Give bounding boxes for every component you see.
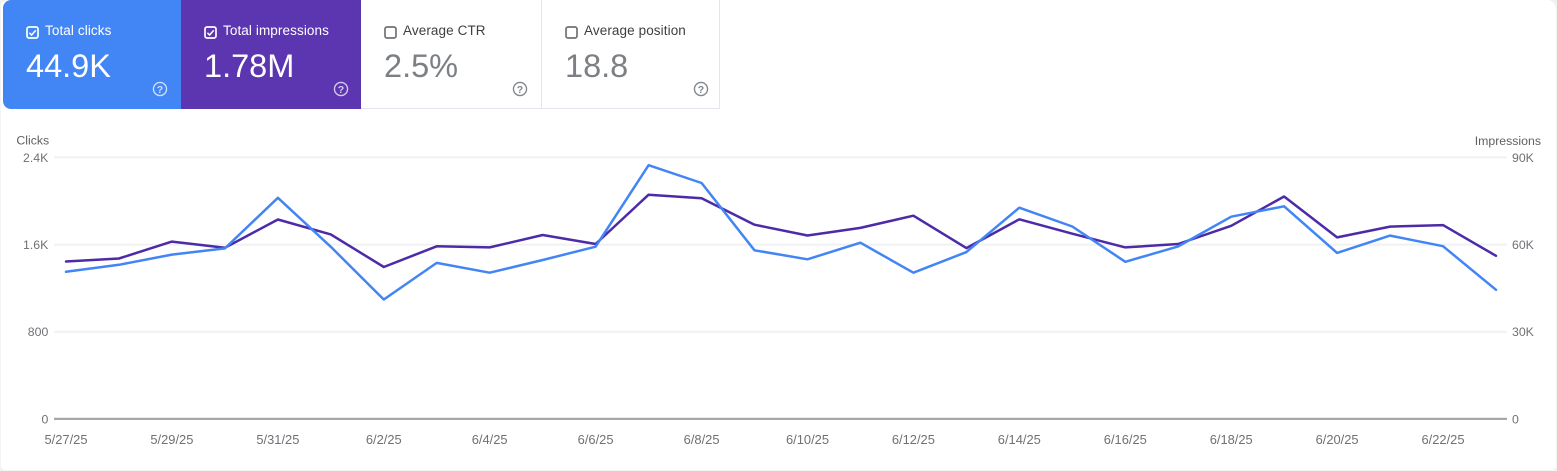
svg-text:6/2/25: 6/2/25 [366,432,402,447]
svg-text:90K: 90K [1512,151,1535,165]
svg-text:Clicks: Clicks [16,134,49,148]
svg-text:6/14/25: 6/14/25 [998,432,1041,447]
svg-text:800: 800 [28,325,49,339]
svg-text:30K: 30K [1512,325,1535,339]
svg-text:6/16/25: 6/16/25 [1104,432,1147,447]
svg-text:6/8/25: 6/8/25 [684,432,720,447]
svg-text:0: 0 [1512,412,1519,426]
svg-text:?: ? [697,84,703,96]
svg-text:Impressions: Impressions [1475,134,1541,148]
svg-text:6/22/25: 6/22/25 [1421,432,1464,447]
svg-text:5/29/25: 5/29/25 [150,432,193,447]
svg-text:60K: 60K [1512,238,1535,252]
svg-text:5/31/25: 5/31/25 [256,432,299,447]
svg-text:6/20/25: 6/20/25 [1316,432,1359,447]
svg-text:6/12/25: 6/12/25 [892,432,935,447]
svg-text:6/18/25: 6/18/25 [1210,432,1253,447]
svg-text:1.6K: 1.6K [23,238,49,252]
svg-text:?: ? [517,84,523,96]
svg-text:?: ? [156,84,162,96]
svg-text:6/10/25: 6/10/25 [786,432,829,447]
svg-text:5/27/25: 5/27/25 [44,432,87,447]
svg-text:?: ? [337,84,343,96]
svg-text:2.4K: 2.4K [23,151,49,165]
svg-text:6/4/25: 6/4/25 [472,432,508,447]
svg-text:6/6/25: 6/6/25 [578,432,614,447]
svg-text:0: 0 [41,412,48,426]
